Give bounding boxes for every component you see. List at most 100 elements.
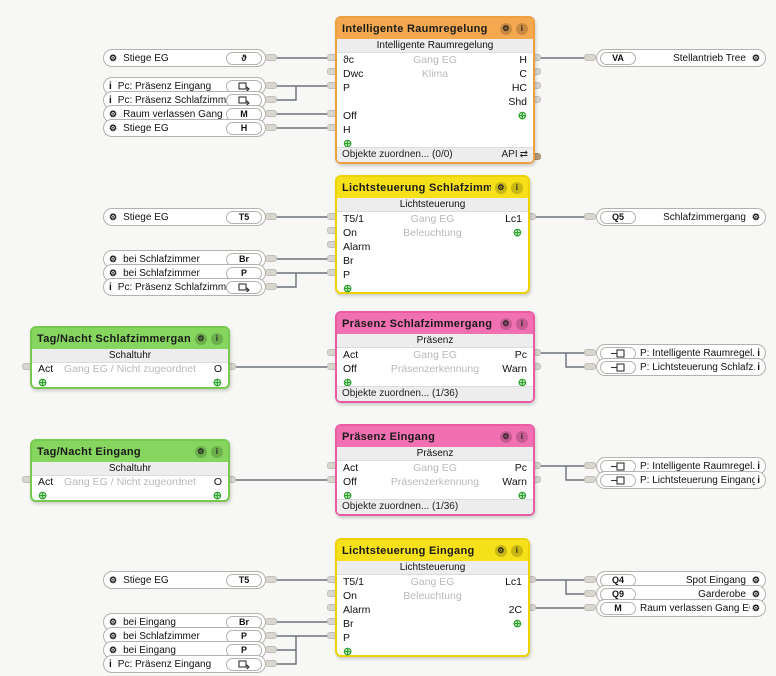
- block-lichtsteuerung-eingang[interactable]: Lichtsteuerung Eingang ⚙ i Lichtsteuerun…: [335, 538, 530, 658]
- input-ref-pill[interactable]: ⚙ Stiege EG T5: [103, 208, 266, 226]
- block-info-button[interactable]: i: [516, 22, 528, 35]
- input-label[interactable]: Alarm: [343, 604, 371, 616]
- input-label[interactable]: P: [343, 82, 351, 94]
- block-settings-button[interactable]: ⚙: [500, 317, 512, 330]
- output-ref-pill[interactable]: P: Lichtsteuerung Schlafz... i: [596, 358, 766, 376]
- input-label[interactable]: On: [343, 590, 358, 602]
- add-input-icon[interactable]: ⊕: [343, 646, 353, 658]
- add-output-icon[interactable]: ⊕: [517, 110, 527, 122]
- input-label[interactable]: Br: [343, 255, 354, 267]
- input-ref-pill[interactable]: i Pc: Präsenz Schlafzimmer...: [103, 278, 266, 296]
- output-label[interactable]: 2C: [508, 604, 522, 616]
- output-label[interactable]: C: [519, 68, 527, 80]
- block-lichtsteuerung-schlafzimmergang[interactable]: Lichtsteuerung Schlafzimme... ⚙ i Lichts…: [335, 175, 530, 295]
- add-input-icon[interactable]: ⊕: [343, 490, 353, 502]
- add-input-icon[interactable]: ⊕: [343, 283, 353, 295]
- connector-stub[interactable]: [265, 646, 277, 653]
- connector-stub[interactable]: [265, 124, 277, 131]
- block-info-button[interactable]: i: [516, 317, 528, 330]
- connector-stub[interactable]: [584, 213, 596, 220]
- input-label[interactable]: ϑc: [343, 54, 354, 66]
- block-info-button[interactable]: i: [516, 430, 528, 443]
- api-button[interactable]: API ⇄: [501, 148, 528, 162]
- input-label[interactable]: T5/1: [343, 213, 365, 225]
- block-info-button[interactable]: i: [211, 332, 223, 345]
- connector-stub[interactable]: [265, 283, 277, 290]
- add-input-icon[interactable]: ⊕: [343, 138, 353, 150]
- block-tag-nacht-schlafzimmergang[interactable]: Tag/Nacht Schlafzimmergang ⚙ i Schaltuhr…: [30, 326, 230, 389]
- connector-stub[interactable]: [584, 54, 596, 61]
- output-ref-pill[interactable]: VA Stellantrieb Tree ⚙: [596, 49, 766, 67]
- output-label[interactable]: HC: [511, 82, 527, 94]
- input-ref-pill[interactable]: ⚙ Stiege EG ϑ: [103, 49, 266, 67]
- connector-stub[interactable]: [584, 349, 596, 356]
- add-output-icon[interactable]: ⊕: [512, 618, 522, 630]
- add-output-icon[interactable]: ⊕: [212, 490, 222, 502]
- block-settings-button[interactable]: ⚙: [500, 430, 512, 443]
- block-praesenz-schlafzimmergang[interactable]: Präsenz Schlafzimmergang ⚙ i Präsenz Gan…: [335, 311, 535, 403]
- input-label[interactable]: Br: [343, 618, 354, 630]
- assign-objects-button[interactable]: Objekte zuordnen... (1/36): [342, 388, 459, 399]
- output-ref-pill[interactable]: P: Lichtsteuerung Eingang i: [596, 471, 766, 489]
- input-label[interactable]: Act: [343, 349, 359, 361]
- add-output-icon[interactable]: ⊕: [517, 490, 527, 502]
- output-label[interactable]: O: [213, 363, 222, 375]
- input-label[interactable]: Off: [343, 110, 357, 122]
- input-label[interactable]: H: [343, 124, 351, 136]
- input-label[interactable]: On: [343, 227, 358, 239]
- output-label[interactable]: Pc: [514, 349, 527, 361]
- connector-stub[interactable]: [584, 604, 596, 611]
- input-ref-pill[interactable]: ⚙ Stiege EG T5: [103, 571, 266, 589]
- input-label[interactable]: Off: [343, 363, 357, 375]
- connector-stub[interactable]: [265, 96, 277, 103]
- add-input-icon[interactable]: ⊕: [38, 377, 48, 389]
- block-settings-button[interactable]: ⚙: [500, 22, 512, 35]
- output-ref-pill[interactable]: P: Intelligente Raumregel... i: [596, 457, 766, 475]
- output-label[interactable]: Lc1: [505, 213, 522, 225]
- input-ref-pill[interactable]: ⚙ Stiege EG H: [103, 119, 266, 137]
- input-label[interactable]: P: [343, 269, 351, 281]
- block-intelligente-raumregelung[interactable]: Intelligente Raumregelung ⚙ i Intelligen…: [335, 16, 535, 164]
- connector-stub[interactable]: [265, 255, 277, 262]
- add-input-icon[interactable]: ⊕: [343, 377, 353, 389]
- output-label[interactable]: Pc: [514, 462, 527, 474]
- block-tag-nacht-eingang[interactable]: Tag/Nacht Eingang ⚙ i Schaltuhr Gang EG …: [30, 439, 230, 502]
- input-label[interactable]: P: [343, 632, 351, 644]
- connector-stub[interactable]: [584, 363, 596, 370]
- input-label[interactable]: Off: [343, 476, 357, 488]
- connector-stub[interactable]: [265, 576, 277, 583]
- connector-stub[interactable]: [584, 476, 596, 483]
- connector-stub[interactable]: [265, 54, 277, 61]
- block-praesenz-eingang[interactable]: Präsenz Eingang ⚙ i Präsenz Gang EG Präs…: [335, 424, 535, 516]
- output-label[interactable]: H: [519, 54, 527, 66]
- connector-stub[interactable]: [265, 269, 277, 276]
- output-label[interactable]: Shd: [508, 96, 527, 108]
- input-label[interactable]: Dwc: [343, 68, 364, 80]
- output-label[interactable]: Lc1: [505, 576, 522, 588]
- output-label[interactable]: Warn: [502, 476, 527, 488]
- connector-stub[interactable]: [265, 618, 277, 625]
- input-ref-pill[interactable]: ⚙ bei Schlafzimmer P: [103, 627, 266, 645]
- connector-stub[interactable]: [265, 213, 277, 220]
- input-label[interactable]: Act: [343, 462, 359, 474]
- connector-stub[interactable]: [584, 462, 596, 469]
- connector-stub[interactable]: [265, 632, 277, 639]
- add-output-icon[interactable]: ⊕: [212, 377, 222, 389]
- output-label[interactable]: O: [213, 476, 222, 488]
- block-info-button[interactable]: i: [511, 544, 523, 557]
- input-label[interactable]: T5/1: [343, 576, 365, 588]
- output-ref-pill[interactable]: Q5 Schlafzimmergang ⚙: [596, 208, 766, 226]
- output-ref-pill[interactable]: M Raum verlassen Gang EG ⚙: [596, 599, 766, 617]
- input-ref-pill[interactable]: i Pc: Präsenz Eingang: [103, 655, 266, 673]
- input-ref-pill[interactable]: ⚙ bei Schlafzimmer Br: [103, 250, 266, 268]
- block-settings-button[interactable]: ⚙: [495, 544, 507, 557]
- input-label[interactable]: Act: [38, 476, 54, 488]
- assign-objects-button[interactable]: Objekte zuordnen... (0/0): [342, 149, 453, 160]
- input-label[interactable]: Alarm: [343, 241, 371, 253]
- connector-stub[interactable]: [265, 660, 277, 667]
- add-output-icon[interactable]: ⊕: [517, 377, 527, 389]
- output-label[interactable]: Warn: [502, 363, 527, 375]
- assign-objects-button[interactable]: Objekte zuordnen... (1/36): [342, 501, 459, 512]
- connector-stub[interactable]: [584, 590, 596, 597]
